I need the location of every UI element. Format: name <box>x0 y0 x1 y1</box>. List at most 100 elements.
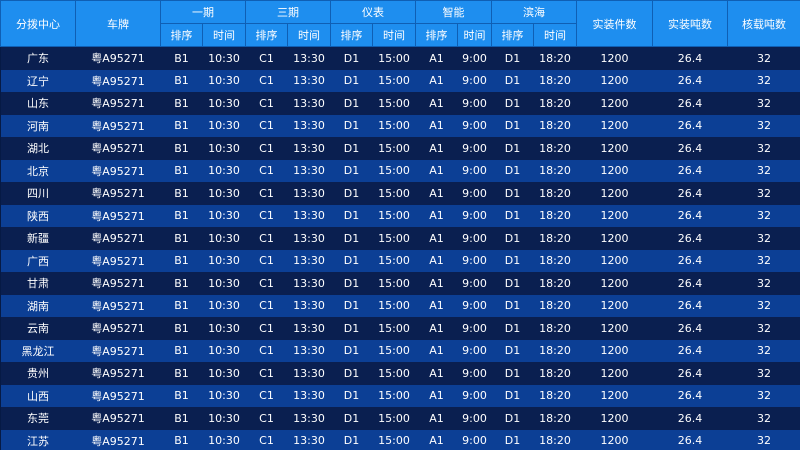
cell-phase1-time: 10:30 <box>202 227 246 250</box>
header-plate[interactable]: 车牌 <box>75 0 161 47</box>
table-row[interactable]: 北京 粤A95271 B1 10:30 C1 13:30 D1 15:00 A1 9:00 D1 18… <box>0 159 800 182</box>
header-actual-count[interactable]: 实装件数 <box>576 0 653 47</box>
cell-plate: 粤A95271 <box>75 362 161 385</box>
header-group-instrument[interactable]: 仪表 <box>330 0 416 24</box>
cell-phase1-time: 10:30 <box>202 294 246 317</box>
cell-phase1-order: B1 <box>160 429 203 450</box>
table-row[interactable]: 贵州 粤A95271 B1 10:30 C1 13:30 D1 15:00 A1 9:00 D1 18… <box>0 362 800 385</box>
cell-binhai-order: D1 <box>491 429 534 450</box>
header-group-phase3[interactable]: 三期 <box>245 0 331 24</box>
cell-smart-order: A1 <box>415 92 458 115</box>
cell-binhai-time: 18:20 <box>533 384 577 407</box>
cell-actual-tons: 26.4 <box>652 317 728 340</box>
cell-phase1-order: B1 <box>160 362 203 385</box>
cell-binhai-order: D1 <box>491 227 534 250</box>
cell-smart-time: 9:00 <box>457 69 492 92</box>
cell-actual-tons: 26.4 <box>652 339 728 362</box>
cell-phase1-time: 10:30 <box>202 182 246 205</box>
table-row[interactable]: 新疆 粤A95271 B1 10:30 C1 13:30 D1 15:00 A1 9:00 D1 18… <box>0 227 800 250</box>
header-sub-time[interactable]: 时间 <box>533 23 577 47</box>
header-sub-order[interactable]: 排序 <box>160 23 203 47</box>
cell-binhai-order: D1 <box>491 362 534 385</box>
cell-binhai-order: D1 <box>491 137 534 160</box>
cell-actual-count: 1200 <box>576 114 653 137</box>
cell-instrument-order: D1 <box>330 114 373 137</box>
table-row[interactable]: 广西 粤A95271 B1 10:30 C1 13:30 D1 15:00 A1 9:00 D1 18… <box>0 249 800 272</box>
table-row[interactable]: 陕西 粤A95271 B1 10:30 C1 13:30 D1 15:00 A1 9:00 D1 18… <box>0 204 800 227</box>
cell-binhai-order: D1 <box>491 272 534 295</box>
cell-actual-tons: 26.4 <box>652 407 728 430</box>
header-sub-order[interactable]: 排序 <box>330 23 373 47</box>
cell-instrument-order: D1 <box>330 294 373 317</box>
cell-plate: 粤A95271 <box>75 272 161 295</box>
cell-phase1-time: 10:30 <box>202 384 246 407</box>
cell-phase3-time: 13:30 <box>287 227 331 250</box>
header-sub-time[interactable]: 时间 <box>372 23 416 47</box>
cell-smart-time: 9:00 <box>457 227 492 250</box>
cell-center: 广东 <box>0 46 76 70</box>
cell-actual-tons: 26.4 <box>652 249 728 272</box>
cell-phase3-order: C1 <box>245 384 288 407</box>
cell-actual-tons: 26.4 <box>652 114 728 137</box>
cell-smart-order: A1 <box>415 204 458 227</box>
cell-actual-tons: 26.4 <box>652 137 728 160</box>
cell-binhai-time: 18:20 <box>533 46 577 70</box>
table-row[interactable]: 江苏 粤A95271 B1 10:30 C1 13:30 D1 15:00 A1 9:00 D1 18… <box>0 429 800 450</box>
cell-phase3-order: C1 <box>245 159 288 182</box>
table-row[interactable]: 广东 粤A95271 B1 10:30 C1 13:30 D1 15:00 A1 9:00 D1 18… <box>0 46 800 70</box>
cell-center: 辽宁 <box>0 69 76 92</box>
cell-instrument-time: 15:00 <box>372 272 416 295</box>
header-rated-tons[interactable]: 核载吨数 <box>727 0 800 47</box>
cell-phase3-order: C1 <box>245 339 288 362</box>
table-row[interactable]: 云南 粤A95271 B1 10:30 C1 13:30 D1 15:00 A1 9:00 D1 18… <box>0 317 800 340</box>
header-sub-order[interactable]: 排序 <box>245 23 288 47</box>
table-row[interactable]: 四川 粤A95271 B1 10:30 C1 13:30 D1 15:00 A1 9:00 D1 18… <box>0 182 800 205</box>
table-row[interactable]: 湖北 粤A95271 B1 10:30 C1 13:30 D1 15:00 A1 9:00 D1 18… <box>0 137 800 160</box>
table-row[interactable]: 甘肃 粤A95271 B1 10:30 C1 13:30 D1 15:00 A1 9:00 D1 18… <box>0 272 800 295</box>
table-row[interactable]: 辽宁 粤A95271 B1 10:30 C1 13:30 D1 15:00 A1 9:00 D1 18… <box>0 69 800 92</box>
header-group-binhai[interactable]: 滨海 <box>491 0 577 24</box>
table-row[interactable]: 湖南 粤A95271 B1 10:30 C1 13:30 D1 15:00 A1 9:00 D1 18… <box>0 294 800 317</box>
cell-binhai-time: 18:20 <box>533 182 577 205</box>
cell-center: 江苏 <box>0 429 76 450</box>
header-group-phase1[interactable]: 一期 <box>160 0 246 24</box>
cell-phase3-order: C1 <box>245 249 288 272</box>
cell-smart-order: A1 <box>415 429 458 450</box>
cell-phase1-time: 10:30 <box>202 317 246 340</box>
cell-smart-time: 9:00 <box>457 92 492 115</box>
header-actual-tons[interactable]: 实装吨数 <box>652 0 728 47</box>
cell-smart-time: 9:00 <box>457 272 492 295</box>
cell-actual-count: 1200 <box>576 429 653 450</box>
cell-phase1-time: 10:30 <box>202 137 246 160</box>
cell-instrument-time: 15:00 <box>372 429 416 450</box>
cell-binhai-order: D1 <box>491 92 534 115</box>
cell-phase3-time: 13:30 <box>287 114 331 137</box>
table-row[interactable]: 黑龙江 粤A95271 B1 10:30 C1 13:30 D1 15:00 A1 9:00 D1 1… <box>0 339 800 362</box>
header-sub-order[interactable]: 排序 <box>491 23 534 47</box>
cell-instrument-order: D1 <box>330 362 373 385</box>
cell-phase1-order: B1 <box>160 204 203 227</box>
table-row[interactable]: 东莞 粤A95271 B1 10:30 C1 13:30 D1 15:00 A1 9:00 D1 18… <box>0 407 800 430</box>
cell-plate: 粤A95271 <box>75 317 161 340</box>
header-sub-time[interactable]: 时间 <box>202 23 246 47</box>
cell-instrument-time: 15:00 <box>372 182 416 205</box>
header-center[interactable]: 分拨中心 <box>0 0 76 47</box>
table-row[interactable]: 山东 粤A95271 B1 10:30 C1 13:30 D1 15:00 A1 9:00 D1 18… <box>0 92 800 115</box>
header-sub-time[interactable]: 时间 <box>457 23 492 47</box>
cell-instrument-order: D1 <box>330 227 373 250</box>
header-sub-order[interactable]: 排序 <box>415 23 458 47</box>
cell-phase3-order: C1 <box>245 182 288 205</box>
cell-phase3-order: C1 <box>245 362 288 385</box>
header-sub-time[interactable]: 时间 <box>287 23 331 47</box>
table-row[interactable]: 山西 粤A95271 B1 10:30 C1 13:30 D1 15:00 A1 9:00 D1 18… <box>0 384 800 407</box>
cell-phase1-order: B1 <box>160 272 203 295</box>
table-row[interactable]: 河南 粤A95271 B1 10:30 C1 13:30 D1 15:00 A1 9:00 D1 18… <box>0 114 800 137</box>
cell-phase3-time: 13:30 <box>287 69 331 92</box>
header-group-smart[interactable]: 智能 <box>415 0 492 24</box>
cell-instrument-order: D1 <box>330 407 373 430</box>
cell-plate: 粤A95271 <box>75 227 161 250</box>
cell-plate: 粤A95271 <box>75 69 161 92</box>
cell-phase1-time: 10:30 <box>202 429 246 450</box>
cell-phase3-time: 13:30 <box>287 384 331 407</box>
